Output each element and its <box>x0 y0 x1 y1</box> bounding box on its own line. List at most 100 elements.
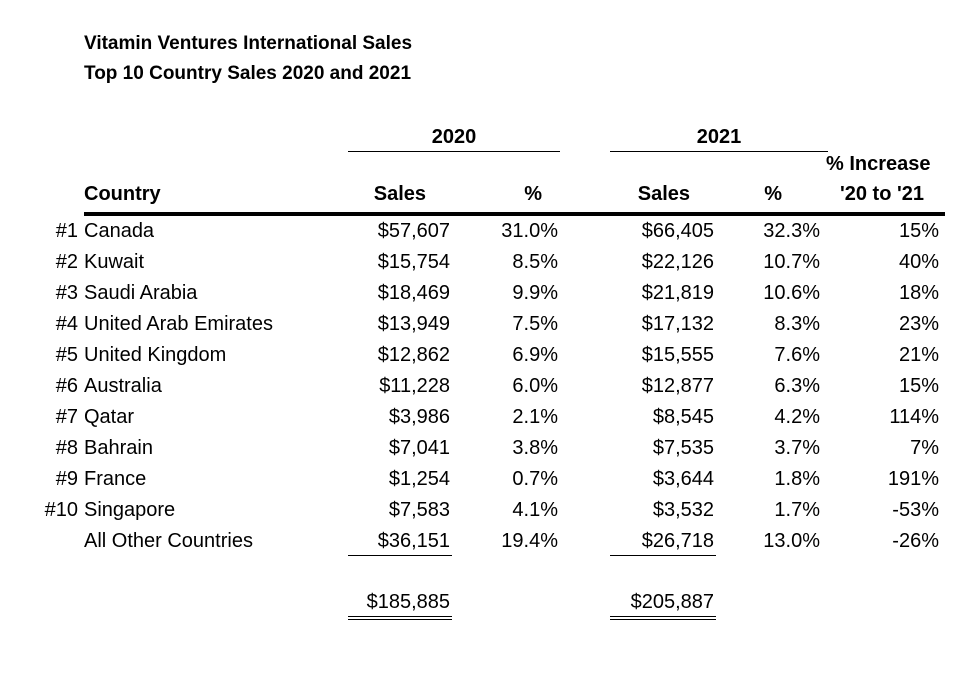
row-pct-2021: 1.8% <box>774 468 820 490</box>
row-sales-2020: $57,607 <box>377 220 450 242</box>
row-sales-2021: $7,535 <box>652 437 714 459</box>
pct-2020-column-header: % <box>524 183 542 205</box>
row-rank: #2 <box>55 251 78 273</box>
subtotal-underline-2020 <box>348 555 452 556</box>
row-sales-2021: $66,405 <box>641 220 714 242</box>
row-increase: 21% <box>898 344 939 366</box>
row-pct-2020: 4.1% <box>512 499 558 521</box>
row-increase: -53% <box>892 499 939 521</box>
table-row: #7 Qatar $3,986 2.1% $8,545 4.2% 114% <box>0 402 968 433</box>
table-row: #9 France $1,254 0.7% $3,644 1.8% 191% <box>0 464 968 495</box>
row-pct-2021: 13.0% <box>763 530 820 552</box>
row-rank: #4 <box>55 313 78 335</box>
total-2020-double-underline <box>348 616 452 620</box>
row-sales-2020: $36,151 <box>377 530 450 552</box>
report-subtitle: Top 10 Country Sales 2020 and 2021 <box>84 63 412 84</box>
row-rank: #10 <box>44 499 78 521</box>
row-pct-2020: 9.9% <box>512 282 558 304</box>
row-pct-2020: 3.8% <box>512 437 558 459</box>
row-sales-2020: $18,469 <box>377 282 450 304</box>
row-increase: -26% <box>892 530 939 552</box>
row-sales-2020: $7,583 <box>388 499 450 521</box>
pct-2021-column-header: % <box>764 183 782 205</box>
row-pct-2020: 31.0% <box>501 220 558 242</box>
row-sales-2021: $17,132 <box>641 313 714 335</box>
year-2020-header: 2020 <box>431 126 477 148</box>
row-rank: #5 <box>55 344 78 366</box>
row-sales-2021: $8,545 <box>652 406 714 428</box>
country-column-header: Country <box>84 183 161 205</box>
row-pct-2020: 7.5% <box>512 313 558 335</box>
row-sales-2021: $15,555 <box>641 344 714 366</box>
row-sales-2021: $26,718 <box>641 530 714 552</box>
row-pct-2021: 32.3% <box>763 220 820 242</box>
total-sales-2021: $205,887 <box>630 591 714 613</box>
year-2020-underline <box>348 151 560 152</box>
row-country: United Arab Emirates <box>84 313 273 335</box>
table-row: #8 Bahrain $7,041 3.8% $7,535 3.7% 7% <box>0 433 968 464</box>
header-rule <box>84 212 945 216</box>
row-country: Kuwait <box>84 251 145 273</box>
row-country: Singapore <box>84 499 176 521</box>
row-country: Australia <box>84 375 162 397</box>
row-increase: 15% <box>898 375 939 397</box>
report-title: Vitamin Ventures International Sales <box>84 33 413 54</box>
row-increase: 18% <box>898 282 939 304</box>
row-sales-2020: $11,228 <box>379 375 450 397</box>
row-pct-2020: 6.0% <box>512 375 558 397</box>
row-pct-2021: 8.3% <box>774 313 820 335</box>
row-pct-2020: 0.7% <box>512 468 558 490</box>
table-row: #4 United Arab Emirates $13,949 7.5% $17,132… <box>0 309 968 340</box>
row-sales-2021: $21,819 <box>641 282 714 304</box>
row-rank: #8 <box>55 437 78 459</box>
total-2021-double-underline <box>610 616 716 620</box>
sales-2021-column-header: Sales <box>637 183 690 205</box>
row-sales-2020: $3,986 <box>388 406 450 428</box>
row-sales-2021: $12,877 <box>641 375 714 397</box>
row-pct-2020: 19.4% <box>501 530 558 552</box>
row-sales-2020: $15,754 <box>377 251 450 273</box>
row-country: Canada <box>84 220 155 242</box>
table-row: All Other Countries $36,151 19.4% $26,718 13… <box>0 526 968 557</box>
row-sales-2020: $13,949 <box>377 313 450 335</box>
row-sales-2020: $7,041 <box>388 437 450 459</box>
row-pct-2020: 8.5% <box>512 251 558 273</box>
table-row: #6 Australia $11,228 6.0% $12,877 6.3% 15% <box>0 371 968 402</box>
row-rank: #1 <box>55 220 78 242</box>
table-row: #2 Kuwait $15,754 8.5% $22,126 10.7% 40% <box>0 247 968 278</box>
table-row: #5 United Kingdom $12,862 6.9% $15,555 7.6% 21… <box>0 340 968 371</box>
row-country: Bahrain <box>84 437 153 459</box>
row-pct-2021: 7.6% <box>774 344 820 366</box>
year-2021-underline <box>610 151 828 152</box>
increase-column-header-line2: '20 to '21 <box>840 183 924 205</box>
increase-column-header-line1: % Increase <box>826 153 931 175</box>
row-rank: #7 <box>55 406 78 428</box>
row-sales-2021: $22,126 <box>641 251 714 273</box>
row-sales-2020: $1,254 <box>388 468 450 490</box>
row-country: United Kingdom <box>84 344 227 366</box>
row-rank: #6 <box>55 375 78 397</box>
row-country: Qatar <box>84 406 135 428</box>
subtotal-underline-2021 <box>610 555 716 556</box>
row-sales-2021: $3,644 <box>652 468 714 490</box>
total-sales-2020: $185,885 <box>366 591 450 613</box>
row-increase: 191% <box>887 468 939 490</box>
row-pct-2021: 3.7% <box>774 437 820 459</box>
row-country: France <box>84 468 147 490</box>
row-increase: 40% <box>898 251 939 273</box>
row-pct-2021: 4.2% <box>774 406 820 428</box>
table-row: #1 Canada $57,607 31.0% $66,405 32.3% 15% <box>0 216 968 247</box>
row-rank: #9 <box>55 468 78 490</box>
row-pct-2021: 10.7% <box>763 251 820 273</box>
table-row: #3 Saudi Arabia $18,469 9.9% $21,819 10.6% 18% <box>0 278 968 309</box>
row-increase: 23% <box>898 313 939 335</box>
row-increase: 15% <box>898 220 939 242</box>
row-pct-2021: 6.3% <box>774 375 820 397</box>
row-pct-2020: 6.9% <box>512 344 558 366</box>
row-country: Saudi Arabia <box>84 282 198 304</box>
row-pct-2021: 1.7% <box>774 499 820 521</box>
row-rank: #3 <box>55 282 78 304</box>
sales-2020-column-header: Sales <box>373 183 426 205</box>
row-sales-2020: $12,862 <box>377 344 450 366</box>
row-sales-2021: $3,532 <box>652 499 714 521</box>
